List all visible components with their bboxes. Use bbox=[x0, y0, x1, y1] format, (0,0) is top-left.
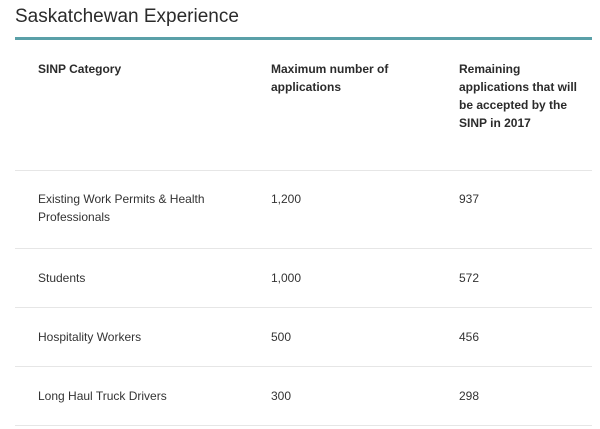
maximum-cell: 1,000 bbox=[271, 271, 302, 285]
column-header-category: SINP Category bbox=[38, 62, 122, 76]
remaining-cell: 937 bbox=[459, 192, 480, 206]
maximum-cell: 300 bbox=[271, 389, 292, 403]
maximum-cell: 1,200 bbox=[271, 192, 302, 206]
column-header-remaining: Remaining applications that will be acce… bbox=[459, 62, 578, 130]
category-cell: Long Haul Truck Drivers bbox=[38, 389, 167, 403]
category-cell: Existing Work Permits & Health Professio… bbox=[38, 192, 205, 224]
remaining-cell: 456 bbox=[459, 330, 480, 344]
table-row: Hospitality Workers 500 456 bbox=[15, 308, 592, 367]
column-header-maximum: Maximum number of applications bbox=[271, 62, 389, 94]
table-row: Students 1,000 572 bbox=[15, 249, 592, 308]
category-cell: Students bbox=[38, 271, 86, 285]
remaining-cell: 572 bbox=[459, 271, 480, 285]
table-row: Existing Work Permits & Health Professio… bbox=[15, 171, 592, 249]
page-title: Saskatchewan Experience bbox=[15, 6, 239, 27]
remaining-cell: 298 bbox=[459, 389, 480, 403]
table-header-row: SINP Category Maximum number of applicat… bbox=[15, 40, 592, 171]
category-cell: Hospitality Workers bbox=[38, 330, 142, 344]
maximum-cell: 500 bbox=[271, 330, 292, 344]
table-row: Long Haul Truck Drivers 300 298 bbox=[15, 367, 592, 426]
title-divider bbox=[15, 37, 592, 40]
